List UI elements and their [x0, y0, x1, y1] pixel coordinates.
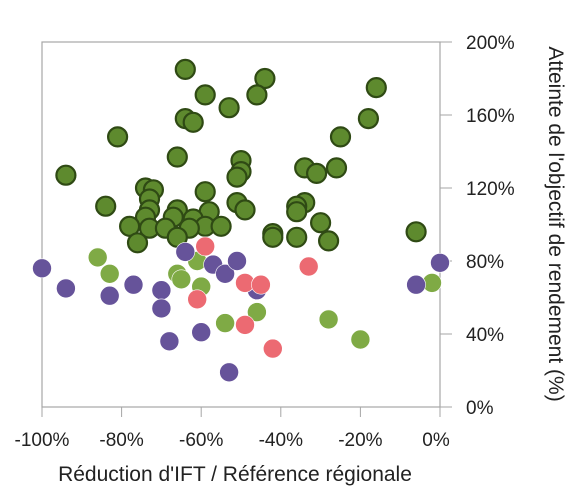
scatter-point-red — [235, 315, 255, 335]
scatter-point-dark-green — [234, 199, 256, 221]
scatter-point-dark-green — [226, 166, 248, 188]
x-tick-label: -40% — [259, 430, 303, 451]
scatter-point-red — [195, 236, 215, 257]
y-tick-label: 80% — [466, 252, 504, 273]
x-tick-label: -100% — [15, 430, 70, 451]
y-axis-title: Atteinte de l'objectif de rendement (%) — [544, 46, 567, 401]
y-tick-label: 120% — [466, 179, 515, 200]
x-tick-label: -60% — [179, 430, 223, 451]
scatter-point-dark-green — [174, 58, 196, 81]
scatter-point-dark-green — [246, 84, 268, 106]
x-tick-label: -20% — [338, 430, 382, 451]
scatter-point-light-green — [99, 263, 120, 284]
scatter-point-purple — [430, 252, 450, 273]
scatter-point-purple — [159, 331, 180, 352]
scatter-point-light-green — [350, 329, 371, 350]
scatter-point-dark-green — [310, 212, 332, 234]
x-axis: -100% -80% -60% -40% -20% 0% — [15, 407, 450, 451]
scatter-point-purple — [123, 274, 144, 295]
scatter-point-dark-green — [166, 146, 188, 168]
plot-frame — [41, 41, 441, 408]
scatter-point-dark-green — [218, 97, 240, 119]
scatter-point-purple — [215, 263, 235, 284]
scatter-point-purple — [56, 278, 76, 299]
scatter-point-light-green — [318, 309, 339, 330]
x-tick-label: 0% — [422, 430, 450, 451]
y-tick-label: 0% — [466, 398, 494, 419]
scatter-point-dark-green — [95, 195, 117, 217]
scatter-point-dark-green — [365, 76, 387, 99]
scatter-point-dark-green — [306, 162, 328, 184]
scatter-point-purple — [175, 242, 196, 262]
scatter-point-dark-green — [262, 226, 284, 248]
scatter-point-light-green — [87, 247, 108, 268]
scatter-point-light-green — [247, 302, 267, 322]
scatter-point-dark-green — [126, 232, 149, 254]
y-tick-label: 200% — [466, 33, 515, 54]
y-axis: 0% 40% 80% 120% 160% 200% — [440, 33, 515, 419]
x-tick-label: -80% — [99, 430, 143, 451]
scatter-point-dark-green — [55, 164, 77, 186]
scatter-point-red — [298, 256, 319, 277]
x-axis-title: Réduction d'IFT / Référence régionale — [58, 463, 412, 486]
scatter-point-purple — [99, 285, 120, 306]
scatter-point-dark-green — [357, 107, 379, 130]
data-points — [32, 58, 450, 383]
scatter-point-dark-green — [405, 221, 427, 243]
scatter-point-dark-green — [194, 181, 216, 203]
scatter-point-light-green — [171, 269, 192, 290]
scatter-point-dark-green — [210, 215, 232, 237]
scatter-point-purple — [151, 298, 172, 319]
scatter-point-purple — [151, 280, 172, 301]
scatter-point-purple — [219, 362, 239, 383]
scatter-point-purple — [227, 251, 247, 271]
scatter-point-dark-green — [325, 157, 348, 179]
scatter-point-purple — [406, 274, 426, 295]
scatter-point-purple — [32, 258, 52, 279]
y-tick-label: 40% — [466, 325, 504, 346]
scatter-point-red — [262, 338, 283, 359]
scatter-point-light-green — [215, 313, 235, 333]
scatter-point-dark-green — [329, 126, 352, 148]
scatter-point-dark-green — [318, 230, 340, 252]
scatter-point-dark-green — [182, 111, 204, 133]
scatter-point-dark-green — [106, 126, 129, 148]
scatter-point-red — [251, 274, 271, 295]
y-tick-label: 160% — [466, 106, 515, 127]
scatter-point-purple — [191, 322, 211, 343]
scatter-point-red — [187, 289, 207, 310]
scatter-point-dark-green — [286, 226, 308, 248]
scatter-point-dark-green — [286, 201, 308, 223]
scatter-point-dark-green — [194, 84, 216, 106]
